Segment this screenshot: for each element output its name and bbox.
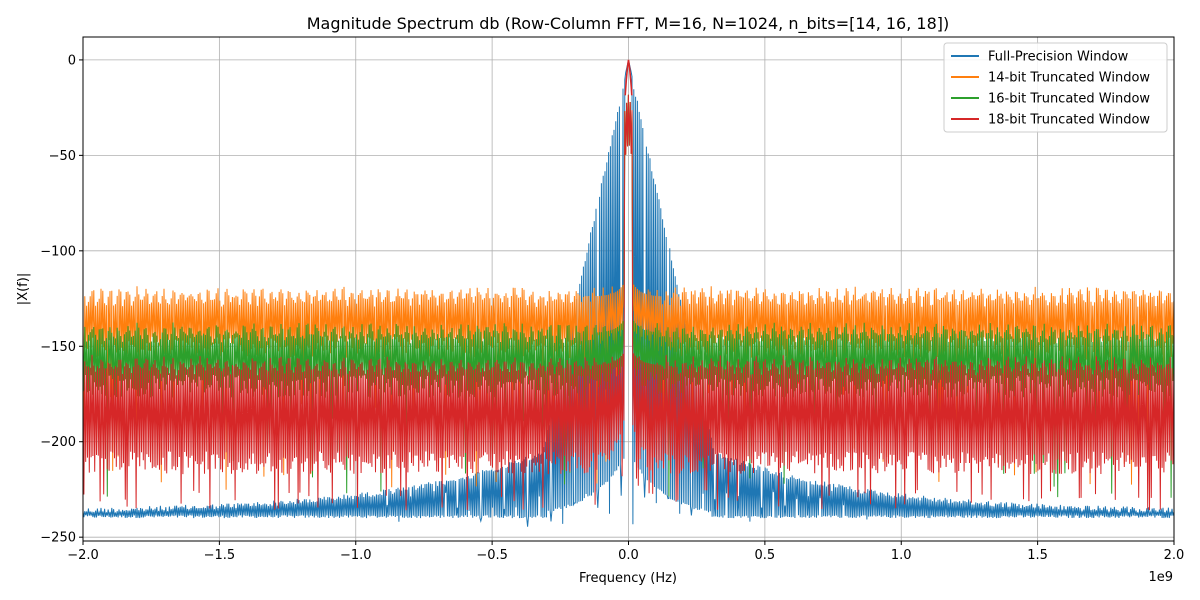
y-axis-label: |X(f)|	[16, 273, 31, 305]
axis-ticks: −2.0 −1.5 −1.0 −0.5 0.0 0.5 1.0 1.5 2.0 0 −50 −100 −…	[40, 53, 1184, 563]
series-group	[83, 59, 1174, 527]
x-axis-label: Frequency (Hz)	[579, 571, 677, 586]
y-tick-label: 0	[68, 53, 76, 68]
x-tick-label: 0.0	[618, 548, 639, 563]
x-tick-label: 0.5	[755, 548, 776, 563]
x-tick-label: −1.5	[204, 548, 236, 563]
legend-box	[943, 42, 1168, 133]
legend-label: Full-Precision Window	[988, 50, 1129, 65]
y-tick-label: −50	[49, 149, 76, 164]
legend-label: 16-bit Truncated Window	[988, 92, 1150, 107]
legend: Full-Precision Window 14-bit Truncated Wi…	[943, 42, 1168, 133]
chart-title: Magnitude Spectrum db (Row-Column FFT, M…	[307, 14, 950, 34]
x-offset-text: 1e9	[1148, 570, 1173, 585]
x-tick-label: 1.5	[1027, 548, 1048, 563]
y-tick-label: −150	[40, 340, 76, 355]
x-tick-label: 2.0	[1164, 548, 1185, 563]
central-peak-line	[624, 59, 633, 96]
y-tick-label: −200	[40, 435, 76, 450]
x-tick-label: −1.0	[340, 548, 372, 563]
x-tick-label: −2.0	[67, 548, 99, 563]
series-18-bit-line	[83, 94, 1174, 511]
y-tick-label: −100	[40, 244, 76, 259]
y-tick-label: −250	[40, 531, 76, 546]
x-tick-label: −0.5	[476, 548, 508, 563]
legend-label: 18-bit Truncated Window	[988, 113, 1150, 128]
legend-label: 14-bit Truncated Window	[988, 71, 1150, 86]
x-tick-label: 1.0	[891, 548, 912, 563]
